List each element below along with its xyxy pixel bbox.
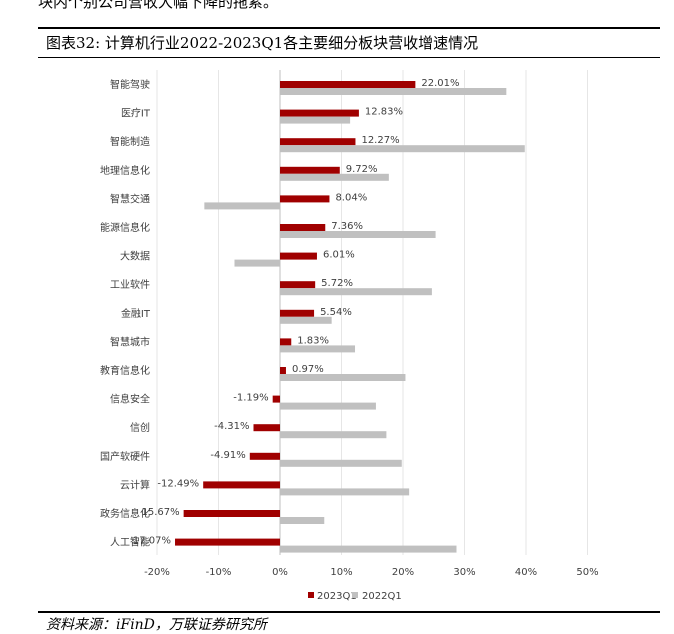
legend-label-2022q1: 2022Q1 bbox=[362, 591, 402, 602]
x-tick-label: 0% bbox=[272, 567, 288, 578]
bar-2023q1 bbox=[183, 510, 280, 517]
bar-2022q1 bbox=[280, 145, 525, 153]
bar-2023q1 bbox=[272, 395, 280, 403]
category-label: 金融IT bbox=[121, 307, 151, 320]
bar-2023q1 bbox=[280, 224, 326, 231]
bar-2022q1 bbox=[280, 488, 410, 496]
x-tick-label: -10% bbox=[206, 567, 232, 578]
source-note: 资料来源：iFinD，万联证券研究所 bbox=[46, 617, 267, 633]
data-label: 5.54% bbox=[320, 307, 352, 318]
data-label: 22.01% bbox=[421, 78, 459, 89]
category-label: 地理信息化 bbox=[100, 164, 150, 177]
data-label: 6.01% bbox=[323, 250, 355, 261]
category-label: 信息安全 bbox=[110, 393, 150, 406]
data-label: 7.36% bbox=[331, 221, 363, 232]
category-label: 医疗IT bbox=[121, 107, 151, 120]
source-top-rule bbox=[38, 611, 660, 613]
bar-2023q1 bbox=[280, 281, 316, 289]
category-label: 人工智能 bbox=[110, 536, 150, 549]
bars-group bbox=[175, 81, 525, 553]
bar-2022q1 bbox=[280, 173, 389, 181]
data-label: 1.83% bbox=[297, 335, 329, 346]
bar-2023q1 bbox=[280, 195, 330, 203]
data-label: 5.72% bbox=[321, 278, 353, 289]
bar-2022q1 bbox=[280, 431, 387, 439]
data-label: 8.04% bbox=[335, 192, 367, 203]
bar-2023q1 bbox=[175, 538, 280, 546]
bar-2022q1 bbox=[280, 116, 351, 124]
bar-2022q1 bbox=[280, 517, 325, 524]
bar-2023q1 bbox=[280, 252, 317, 260]
category-label: 政务信息化 bbox=[100, 507, 150, 520]
x-tick-labels-group: -20% -10% 0% 10% 20% 30% 40% 50% bbox=[144, 567, 599, 578]
data-label: 12.27% bbox=[361, 135, 399, 146]
x-tick-label: 30% bbox=[453, 567, 475, 578]
data-label: 0.97% bbox=[292, 364, 324, 375]
bar-2023q1 bbox=[280, 81, 416, 88]
bar-2022q1 bbox=[280, 402, 376, 410]
bar-2023q1 bbox=[253, 424, 280, 432]
category-label: 智能驾驶 bbox=[110, 78, 150, 91]
data-label: -4.31% bbox=[214, 421, 249, 432]
bar-2023q1 bbox=[249, 452, 280, 460]
x-tick-label: -20% bbox=[144, 567, 170, 578]
bar-2022q1 bbox=[280, 545, 457, 553]
bar-2023q1 bbox=[280, 309, 315, 317]
data-label: 17.07% bbox=[133, 536, 171, 547]
category-label: 能源信息化 bbox=[100, 221, 150, 234]
category-label: 信创 bbox=[130, 421, 150, 434]
bar-2023q1 bbox=[280, 138, 356, 146]
legend-swatch-2023q1 bbox=[308, 592, 314, 598]
preceding-text-line: 块内个别公司营收大幅下降的拖累。 bbox=[38, 0, 279, 11]
bar-2023q1 bbox=[280, 367, 286, 374]
legend: 2023Q1 2022Q1 bbox=[308, 591, 402, 602]
bar-2022q1 bbox=[280, 459, 402, 467]
bar-2023q1 bbox=[203, 481, 280, 489]
category-label: 智慧交通 bbox=[110, 192, 150, 205]
caption-bottom-rule bbox=[38, 57, 660, 58]
category-label: 教育信息化 bbox=[100, 364, 150, 377]
bar-2022q1 bbox=[280, 231, 436, 238]
bar-2022q1 bbox=[280, 88, 507, 95]
data-label: 15.67% bbox=[141, 507, 179, 518]
bar-2023q1 bbox=[280, 109, 359, 117]
category-label: 工业软件 bbox=[110, 278, 150, 291]
x-tick-label: 10% bbox=[330, 567, 352, 578]
x-tick-label: 50% bbox=[576, 567, 598, 578]
category-label: 大数据 bbox=[120, 250, 150, 263]
bar-2022q1 bbox=[234, 259, 280, 267]
bar-2022q1 bbox=[280, 316, 332, 324]
data-label: -12.49% bbox=[157, 478, 199, 489]
bar-2022q1 bbox=[280, 288, 432, 296]
figure-caption: 图表32: 计算机行业2022-2023Q1各主要细分板块营收增速情况 bbox=[46, 34, 479, 52]
category-label: 智慧城市 bbox=[110, 335, 150, 348]
x-tick-label: 20% bbox=[392, 567, 414, 578]
data-label: -4.91% bbox=[210, 450, 245, 461]
data-labels-group: 22.01% 12.83% 12.27% 9.72% 8.04% 7.36% 6.01% 5.… bbox=[133, 78, 460, 547]
bar-2022q1 bbox=[280, 374, 406, 381]
data-label: -1.19% bbox=[233, 393, 268, 404]
x-tick-label: 40% bbox=[515, 567, 537, 578]
legend-label-2023q1: 2023Q1 bbox=[317, 591, 357, 602]
data-label: 9.72% bbox=[346, 164, 378, 175]
bar-2022q1 bbox=[204, 202, 280, 210]
bar-2023q1 bbox=[280, 166, 340, 174]
category-label: 智能制造 bbox=[110, 135, 150, 148]
category-label: 云计算 bbox=[120, 478, 150, 491]
data-label: 12.83% bbox=[365, 107, 403, 118]
category-label: 国产软硬件 bbox=[100, 450, 150, 463]
caption-top-rule bbox=[38, 27, 660, 29]
legend-swatch-2022q1 bbox=[352, 592, 358, 598]
bar-2022q1 bbox=[280, 345, 356, 353]
bar-2023q1 bbox=[280, 338, 292, 346]
